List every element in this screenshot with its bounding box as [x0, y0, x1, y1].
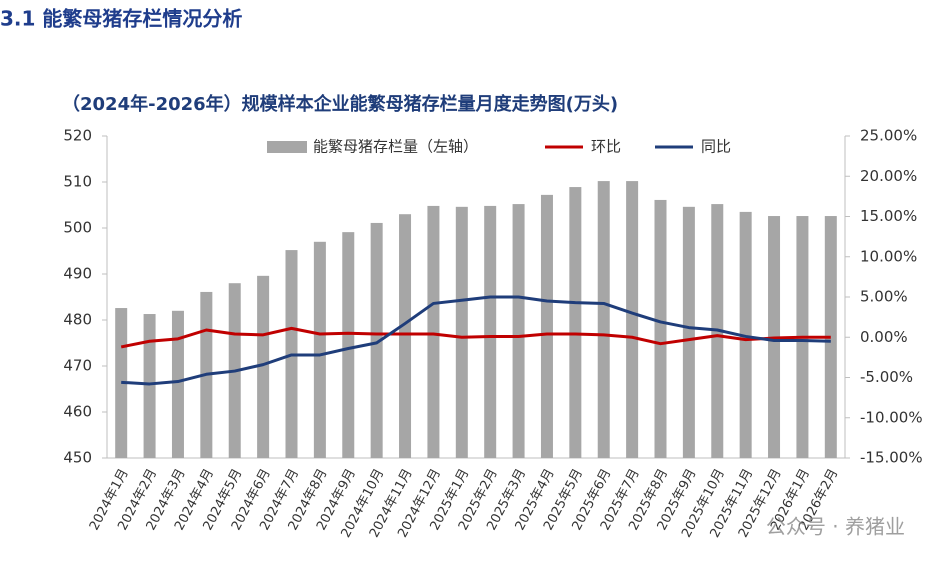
- bar: [540, 194, 553, 458]
- y2-tick-label: -5.00%: [860, 368, 913, 386]
- bar: [427, 205, 440, 458]
- bar: [597, 181, 610, 458]
- bar: [569, 187, 582, 458]
- bar: [626, 181, 639, 458]
- y2-tick-label: -15.00%: [860, 449, 923, 467]
- bar: [370, 222, 383, 458]
- bar: [257, 275, 270, 458]
- bar: [682, 206, 695, 458]
- y2-tick-label: 0.00%: [860, 328, 908, 346]
- legend-label: 同比: [701, 138, 731, 156]
- bar: [313, 241, 326, 458]
- y2-tick-label: 10.00%: [860, 247, 917, 265]
- y-tick-label: 480: [63, 311, 92, 329]
- bar: [512, 204, 525, 458]
- bar: [654, 199, 667, 458]
- legend-swatch: [267, 141, 307, 153]
- y-tick-label: 520: [63, 127, 92, 145]
- y-tick-label: 470: [63, 357, 92, 375]
- y-tick-label: 500: [63, 219, 92, 237]
- y2-tick-label: 5.00%: [860, 288, 908, 306]
- bar: [484, 205, 497, 458]
- watermark: 公众号 · 养猪业: [766, 515, 905, 539]
- y2-tick-label: 20.00%: [860, 167, 917, 185]
- y-tick-label: 510: [63, 173, 92, 191]
- line: [121, 295, 831, 386]
- y-tick-label: 460: [63, 403, 92, 421]
- legend-label: 环比: [591, 138, 621, 156]
- line: [120, 326, 831, 349]
- bar: [455, 206, 468, 458]
- bar: [399, 214, 412, 458]
- y2-tick-label: 15.00%: [860, 207, 917, 225]
- bar: [171, 310, 184, 458]
- chart-title: （2024年-2026年）规模样本企业能繁母猪存栏量月度走势图(万头): [62, 93, 618, 115]
- bar: [342, 232, 355, 458]
- legend-label: 能繁母猪存栏量（左轴）: [313, 138, 478, 156]
- section-heading: 3.1 能繁母猪存栏情况分析: [0, 7, 242, 31]
- y2-tick-label: -10.00%: [860, 408, 923, 426]
- y-tick-label: 450: [63, 449, 92, 467]
- y2-tick-label: 25.00%: [860, 127, 917, 145]
- y-tick-label: 490: [63, 265, 92, 283]
- bar: [143, 314, 156, 458]
